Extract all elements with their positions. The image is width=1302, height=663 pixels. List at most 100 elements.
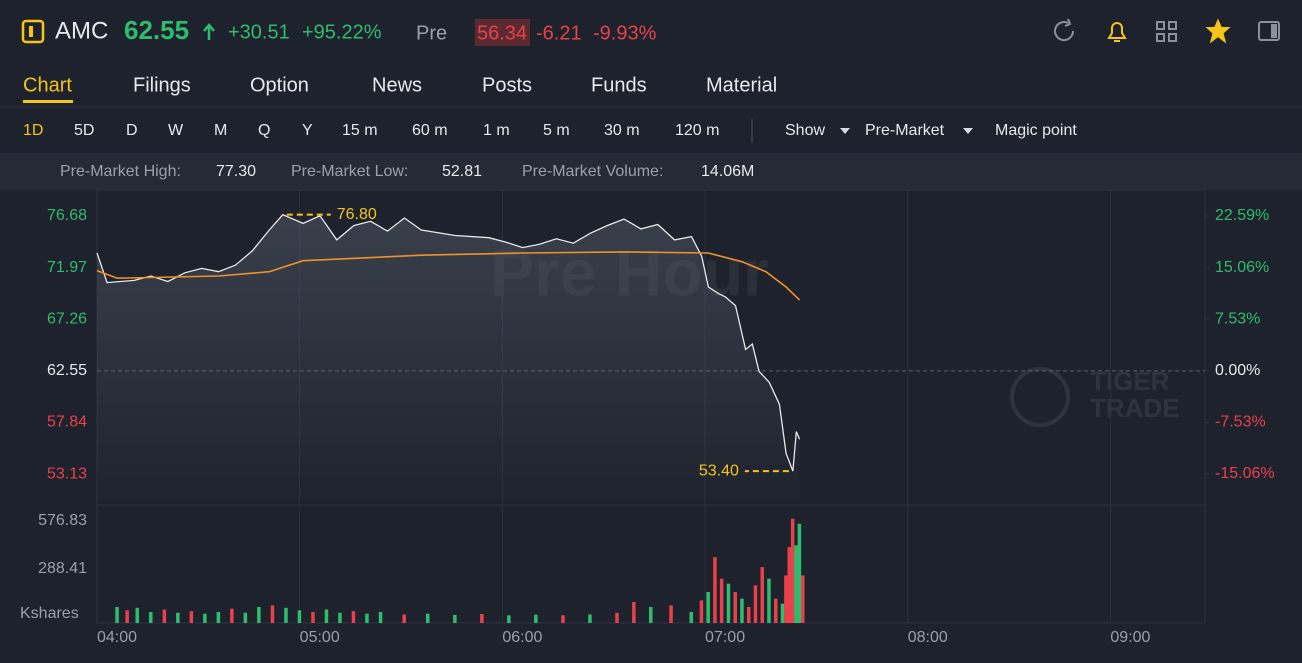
magic-point[interactable]: Magic point: [995, 122, 1077, 139]
price-area: [97, 214, 800, 500]
timeframe[interactable]: Q: [258, 122, 270, 139]
volume-bar: [203, 613, 207, 623]
active-tab-underline: [23, 100, 73, 103]
alert-icon[interactable]: [1107, 22, 1127, 42]
y2-tick-label: 22.59%: [1215, 207, 1269, 224]
volume-bar: [270, 605, 275, 623]
grid-icon[interactable]: [1156, 21, 1165, 30]
stats-bar: [0, 153, 1302, 190]
volume-bar: [733, 592, 737, 623]
stat-value: 52.81: [442, 163, 482, 180]
volume-bar: [162, 609, 167, 623]
tab[interactable]: Posts: [482, 74, 532, 96]
volume-bar: [135, 607, 139, 623]
x-tick-label: 04:00: [97, 629, 137, 646]
volume-bar: [426, 613, 430, 623]
volume-bar: [149, 612, 153, 623]
price: 62.55: [124, 15, 189, 45]
timeframe[interactable]: W: [168, 122, 184, 139]
volume-bar: [351, 611, 356, 623]
pre-change-pct: -9.93%: [593, 22, 657, 44]
volume-bar: [689, 612, 693, 623]
symbol-icon-bar: [29, 26, 33, 37]
volume-bar: [216, 612, 221, 623]
stat-label: Pre-Market Volume:: [522, 163, 663, 180]
dropdown-caret: [840, 128, 850, 134]
timeframe[interactable]: 1D: [23, 122, 43, 139]
volume-bar: [787, 547, 791, 623]
volume-tick-label: 576.83: [38, 512, 87, 529]
stat-label: Pre-Market High:: [60, 163, 181, 180]
tab[interactable]: Filings: [133, 74, 191, 96]
volume-bar: [669, 605, 673, 623]
dropdown[interactable]: Pre-Market: [865, 122, 945, 139]
tab[interactable]: Funds: [591, 74, 647, 96]
symbol-icon[interactable]: [21, 19, 45, 44]
volume-bar: [740, 598, 744, 623]
volume-bar: [297, 610, 302, 623]
volume-bar: [125, 610, 129, 623]
volume-bar: [189, 611, 194, 623]
timeframe[interactable]: D: [126, 122, 138, 139]
timeframe[interactable]: 5 m: [543, 122, 570, 139]
timeframe[interactable]: 30 m: [604, 122, 640, 139]
volume-bar: [706, 592, 710, 623]
volume-bar: [713, 557, 717, 623]
stat-label: Pre-Market Low:: [291, 163, 408, 180]
volume-bar: [365, 613, 369, 623]
grid-icon-part: [1168, 21, 1177, 30]
symbol: AMC: [55, 17, 108, 44]
tab[interactable]: Option: [250, 74, 309, 96]
volume-bar: [719, 578, 724, 623]
y2-tick-label: 15.06%: [1215, 259, 1269, 276]
pre-change: -6.21: [536, 22, 582, 44]
timeframe[interactable]: 1 m: [483, 122, 510, 139]
volume-bar: [784, 575, 788, 623]
volume-bar: [561, 615, 565, 623]
x-tick-label: 09:00: [1110, 629, 1150, 646]
y-tick-label: 53.13: [47, 465, 87, 482]
volume-tick-label: 288.41: [38, 560, 87, 577]
volume-bar: [794, 545, 798, 623]
volume-bar: [284, 607, 288, 623]
panel-icon[interactable]: [1258, 21, 1280, 41]
volume-bar: [507, 615, 511, 623]
timeframe[interactable]: M: [214, 122, 227, 139]
volume-bar: [453, 615, 457, 623]
volume-bar: [753, 585, 758, 623]
volume-bar: [230, 608, 234, 623]
pre-price: 56.34: [477, 22, 527, 44]
refresh-icon[interactable]: [1054, 18, 1075, 42]
tab[interactable]: News: [372, 74, 422, 96]
timeframe[interactable]: 120 m: [675, 122, 719, 139]
annotation: 53.40: [699, 462, 739, 479]
up-arrow: [203, 23, 215, 40]
volume-bar: [402, 614, 406, 623]
volume-bar: [257, 607, 261, 623]
timeframe[interactable]: 15 m: [342, 122, 378, 139]
volume-bar: [324, 609, 329, 623]
change-pct: +95.22%: [302, 21, 382, 43]
y-tick-label: 71.97: [47, 259, 87, 276]
dropdown[interactable]: Show: [785, 122, 825, 139]
volume-bar: [726, 583, 731, 623]
x-tick-label: 06:00: [502, 629, 542, 646]
timeframe[interactable]: Y: [302, 122, 313, 139]
timeframe[interactable]: 5D: [74, 122, 94, 139]
volume-bar: [632, 602, 636, 623]
tab[interactable]: Material: [706, 74, 777, 96]
volume-bar: [790, 518, 795, 623]
x-tick-label: 07:00: [705, 629, 745, 646]
y-tick-label: 57.84: [47, 414, 87, 431]
volume-bar: [534, 614, 538, 623]
x-tick-label: 08:00: [908, 629, 948, 646]
tab[interactable]: Chart: [23, 74, 72, 96]
y-tick-label: 76.68: [47, 207, 87, 224]
volume-bar: [243, 612, 248, 623]
x-tick-label: 05:00: [300, 629, 340, 646]
timeframe[interactable]: 60 m: [412, 122, 448, 139]
y2-tick-label: -15.06%: [1215, 465, 1275, 482]
change: +30.51: [228, 21, 290, 43]
grid-icon-part: [1156, 33, 1165, 42]
favorite-icon[interactable]: [1205, 18, 1231, 44]
